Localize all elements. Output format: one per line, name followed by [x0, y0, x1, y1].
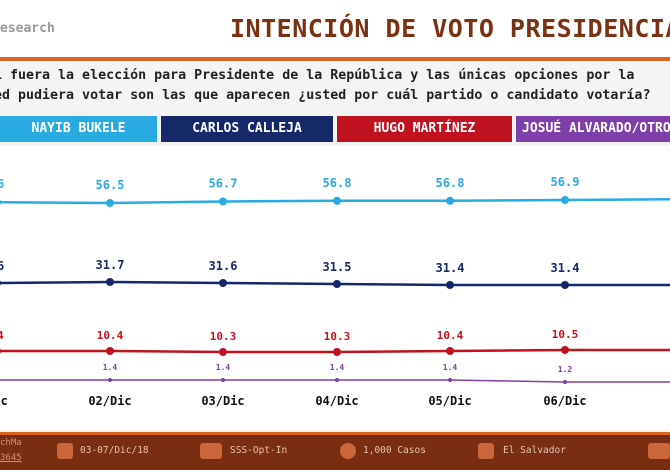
data-label-bukele: 56.9 [551, 175, 580, 189]
data-point-alvarado [221, 378, 225, 382]
data-point-calleja [333, 280, 341, 288]
x-tick-label: 06/Dic [543, 394, 586, 408]
footer-method: SSS-Opt-In [230, 445, 288, 456]
data-label-calleja: 31.5 [323, 260, 352, 274]
data-point-bukele [561, 196, 569, 204]
data-label-martinez: 10.3 [324, 330, 351, 343]
data-label-calleja: 31.7 [96, 258, 125, 272]
data-point-martinez [219, 348, 227, 356]
footer-dates: 03-07/Dic/18 [80, 445, 149, 456]
data-label-martinez: 10.4 [437, 329, 464, 342]
page-title: INTENCIÓN DE VOTO PRESIDENCIAL [230, 14, 670, 43]
data-point-alvarado [335, 378, 339, 382]
data-label-alvarado: 1.4 [330, 363, 345, 372]
header-divider [0, 57, 670, 61]
person-icon [478, 443, 494, 459]
flag-icon [648, 443, 670, 459]
data-label-alvarado: 1.2 [558, 365, 573, 374]
data-point-calleja [0, 280, 1, 286]
data-label-calleja: 31.4 [436, 261, 465, 275]
data-point-alvarado [448, 378, 452, 382]
question-line-2: ed pudiera votar son las que aparecen ¿u… [0, 88, 651, 103]
data-point-bukele [333, 196, 341, 205]
data-label-calleja: .6 [0, 259, 4, 273]
legend-item-alvarado: JOSUÉ ALVARADO/OTROS [516, 116, 670, 142]
chart-legend: NAYIB BUKELE CARLOS CALLEJA HUGO MARTÍNE… [0, 116, 670, 142]
x-tick-label: 02/Dic [88, 394, 131, 408]
legend-item-martinez: HUGO MARTÍNEZ [337, 116, 512, 142]
data-label-martinez: 10.3 [210, 330, 237, 343]
data-point-bukele [219, 197, 227, 206]
data-label-alvarado: 1.4 [216, 363, 231, 372]
legend-item-bukele: NAYIB BUKELE [0, 116, 157, 142]
chart-area: .656.556.756.856.856.95.631.731.631.531.… [0, 146, 670, 430]
data-point-martinez [446, 347, 454, 355]
data-point-calleja [446, 281, 454, 289]
survey-icon [200, 443, 222, 459]
data-label-calleja: 31.6 [209, 259, 238, 273]
data-point-alvarado [563, 380, 567, 384]
data-point-alvarado [108, 378, 112, 382]
footer-cases: 1,000 Casos [363, 445, 426, 456]
data-label-bukele: 56.5 [96, 178, 125, 192]
data-point-calleja [561, 281, 569, 289]
data-point-calleja [106, 278, 114, 286]
data-label-bukele: 56.8 [436, 176, 465, 190]
data-point-bukele [446, 196, 454, 205]
x-tick-label: 04/Dic [315, 394, 358, 408]
series-line-alvarado [0, 379, 670, 383]
x-tick-label: Dic [0, 394, 8, 408]
data-point-calleja [219, 279, 227, 287]
question-line-1: i fuera la elección para Presidente de l… [0, 68, 635, 83]
data-label-bukele: .6 [0, 177, 4, 191]
data-label-bukele: 56.8 [323, 176, 352, 190]
x-tick-label: 05/Dic [428, 394, 471, 408]
line-chart: .656.556.756.856.856.95.631.731.631.531.… [0, 175, 670, 408]
data-point-bukele [106, 199, 114, 207]
chat-icon [340, 443, 356, 459]
data-label-martinez: 10.4 [97, 329, 124, 342]
data-label-calleja: 31.4 [551, 261, 580, 275]
data-label-bukele: 56.7 [209, 177, 238, 191]
data-point-martinez [106, 347, 114, 355]
brand-name: esearch [0, 21, 55, 36]
data-label-alvarado: 1.4 [103, 363, 118, 372]
data-point-bukele [0, 199, 1, 205]
data-point-martinez [0, 348, 1, 354]
data-label-martinez: 10.5 [552, 328, 579, 341]
data-label-alvarado: 1.4 [443, 363, 458, 372]
question-text: i fuera la elección para Presidente de l… [0, 66, 670, 106]
legend-item-calleja: CARLOS CALLEJA [161, 116, 333, 142]
header: esearch INTENCIÓN DE VOTO PRESIDENCIAL [0, 0, 670, 58]
calendar-icon [57, 443, 73, 459]
data-point-martinez [333, 348, 341, 356]
footer-country: El Salvador [503, 445, 566, 456]
footer-handle-top: chMa [0, 438, 22, 448]
x-tick-label: 03/Dic [201, 394, 244, 408]
footer-bar: chMa 3645 03-07/Dic/18 SSS-Opt-In 1,000 … [0, 432, 670, 470]
data-label-martinez: .4 [0, 329, 4, 342]
data-point-martinez [561, 346, 569, 354]
footer-handle-bottom: 3645 [0, 453, 22, 463]
